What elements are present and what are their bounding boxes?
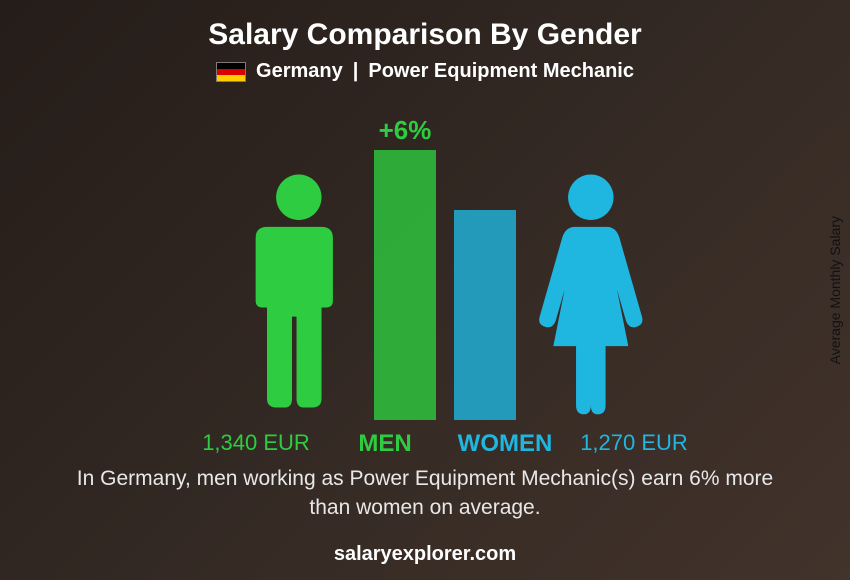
men-bar: +6% — [374, 150, 436, 420]
chart-area: +6% — [100, 110, 790, 420]
women-bar-col — [454, 210, 516, 420]
men-salary: 1,340 EUR — [202, 430, 310, 455]
women-label: WOMEN — [458, 430, 553, 457]
women-salary: 1,270 EUR — [580, 430, 688, 455]
women-icon-col — [534, 170, 648, 420]
delta-label: +6% — [379, 115, 432, 150]
women-salary-slot: 1,270 EUR — [574, 430, 694, 458]
labels-row: 1,340 EUR MEN WOMEN 1,270 EUR — [100, 430, 790, 458]
infographic-canvas: Salary Comparison By Gender Germany | Po… — [0, 0, 850, 580]
subtitle-role: Power Equipment Mechanic — [368, 60, 634, 83]
y-axis-label-wrap: Average Monthly Salary — [820, 0, 850, 580]
woman-icon — [534, 170, 648, 420]
germany-flag-icon — [216, 62, 246, 82]
man-icon — [242, 170, 356, 420]
men-bar-col: +6% — [374, 150, 436, 420]
page-title: Salary Comparison By Gender — [0, 18, 850, 52]
subtitle-sep: | — [353, 60, 359, 83]
women-bar — [454, 210, 516, 420]
men-label: MEN — [358, 430, 411, 457]
y-axis-label: Average Monthly Salary — [827, 216, 843, 364]
men-icon-col — [242, 170, 356, 420]
men-label-slot: MEN — [334, 430, 436, 458]
caption-text: In Germany, men working as Power Equipme… — [70, 465, 780, 522]
women-label-slot: WOMEN — [454, 430, 556, 458]
flag-stripe — [217, 75, 245, 81]
subtitle-row: Germany | Power Equipment Mechanic — [0, 60, 850, 83]
footer-source: salaryexplorer.com — [0, 543, 850, 566]
subtitle-country: Germany — [256, 60, 343, 83]
men-salary-slot: 1,340 EUR — [196, 430, 316, 458]
